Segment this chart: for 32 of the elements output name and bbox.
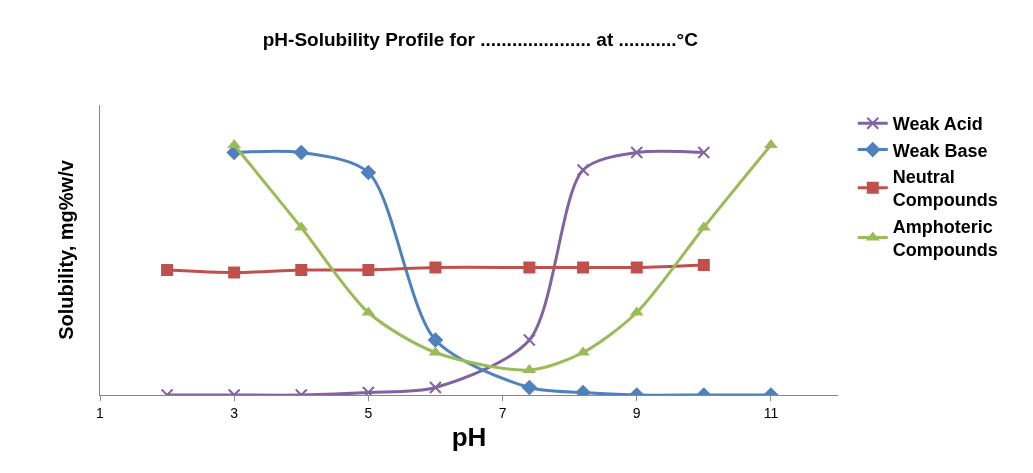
- point: [576, 346, 590, 356]
- point: [577, 261, 590, 274]
- point: [293, 144, 310, 161]
- point: [630, 146, 644, 159]
- point: [697, 259, 710, 271]
- x-tick-label: 7: [498, 404, 507, 421]
- x-tick-label: 11: [763, 404, 779, 421]
- point: [228, 266, 241, 279]
- point: [360, 164, 377, 181]
- x-tick-label: 3: [230, 404, 239, 421]
- legend-label: Weak Base: [892, 140, 988, 161]
- point: [295, 264, 308, 276]
- y-axis-title: Solubility, mg%w/v: [54, 159, 77, 340]
- legend-label: Amphoteric Compounds: [892, 216, 998, 261]
- point: [428, 381, 442, 394]
- point: [427, 332, 444, 348]
- point: [576, 163, 590, 177]
- point: [630, 261, 643, 274]
- point: [523, 261, 536, 274]
- legend-label: Neutral Compounds: [892, 167, 998, 211]
- point: [521, 379, 538, 395]
- point: [429, 261, 442, 274]
- legend-label: Weak Acid: [892, 114, 983, 135]
- point: [362, 264, 375, 276]
- x-tick-label: 9: [632, 404, 641, 421]
- chart-title: pH-Solubility Profile for ..................... at ...........°C: [262, 29, 699, 51]
- x-axis-title: pH: [451, 422, 487, 453]
- x-tick-label: 5: [364, 404, 373, 421]
- x-tick-label: 1: [96, 404, 105, 421]
- point: [522, 333, 536, 347]
- point: [161, 264, 174, 276]
- point: [697, 146, 711, 159]
